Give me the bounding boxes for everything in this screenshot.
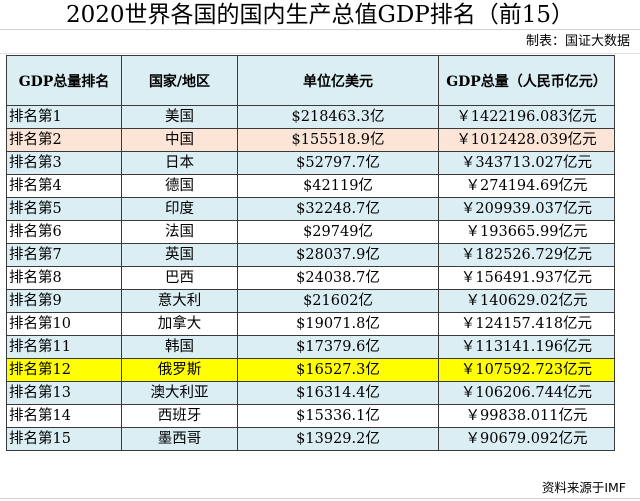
maker-note: 制表：国证大数据 (525, 34, 630, 49)
table-row: 排名第2 中国 $155518.9亿 ￥1012428.039亿元 (6, 128, 615, 152)
table-row: 排名第12 俄罗斯 $16527.3亿 ￥107592.723亿元 (6, 358, 615, 382)
table-row: 排名第13 澳大利亚 $16314.4亿 ￥106206.744亿元 (6, 381, 615, 405)
usd-cell: $17379.6亿 (237, 335, 439, 359)
usd-cell: $16314.4亿 (237, 381, 439, 405)
table-row: 排名第3 日本 $52797.7亿 ￥343713.027亿元 (6, 151, 615, 175)
usd-cell: $29749亿 (237, 220, 439, 244)
rank-cell: 排名第11 (6, 335, 122, 359)
usd-cell: $15336.1亿 (237, 404, 439, 428)
cny-cell: ￥113141.196亿元 (438, 335, 615, 359)
header-cny: GDP总量（人民币亿元） (438, 55, 615, 106)
table-row: 排名第4 德国 $42119亿 ￥274194.69亿元 (6, 174, 615, 198)
rank-cell: 排名第6 (6, 220, 122, 244)
cny-cell: ￥140629.02亿元 (438, 289, 615, 313)
table-row: 排名第15 墨西哥 $13929.2亿 ￥90679.092亿元 (6, 427, 615, 451)
cny-cell: ￥107592.723亿元 (438, 358, 615, 382)
source-note: 资料来源于IMF (541, 480, 626, 495)
table-body: 排名第1 美国 $218463.3亿 ￥1422196.083亿元 排名第2 中国 $155… (6, 105, 615, 451)
rank-cell: 排名第14 (6, 404, 122, 428)
table-row: 排名第14 西班牙 $15336.1亿 ￥99838.011亿元 (6, 404, 615, 428)
rank-cell: 排名第5 (6, 197, 122, 221)
country-cell: 中国 (121, 128, 238, 152)
table-row: 排名第9 意大利 $21602亿 ￥140629.02亿元 (6, 289, 615, 313)
usd-cell: $24038.7亿 (237, 266, 439, 290)
usd-cell: $32248.7亿 (237, 197, 439, 221)
country-cell: 西班牙 (121, 404, 238, 428)
cny-cell: ￥209939.037亿元 (438, 197, 615, 221)
table-row: 排名第1 美国 $218463.3亿 ￥1422196.083亿元 (6, 105, 615, 129)
table-row: 排名第10 加拿大 $19071.8亿 ￥124157.418亿元 (6, 312, 615, 336)
country-cell: 俄罗斯 (121, 358, 238, 382)
header-country: 国家/地区 (121, 55, 238, 106)
rank-cell: 排名第1 (6, 105, 122, 129)
table-row: 排名第7 英国 $28037.9亿 ￥182526.729亿元 (6, 243, 615, 267)
cny-cell: ￥1012428.039亿元 (438, 128, 615, 152)
rank-cell: 排名第9 (6, 289, 122, 313)
table-row: 排名第6 法国 $29749亿 ￥193665.99亿元 (6, 220, 615, 244)
country-cell: 意大利 (121, 289, 238, 313)
usd-cell: $28037.9亿 (237, 243, 439, 267)
sheet-row-divider (0, 30, 640, 54)
gdp-ranking-table: GDP总量排名 国家/地区 单位亿美元 GDP总量（人民币亿元） 排名第1 美国 $… (6, 55, 615, 451)
usd-cell: $42119亿 (237, 174, 439, 198)
country-cell: 美国 (121, 105, 238, 129)
cny-cell: ￥274194.69亿元 (438, 174, 615, 198)
usd-cell: $21602亿 (237, 289, 439, 313)
country-cell: 日本 (121, 151, 238, 175)
header-rank: GDP总量排名 (6, 55, 122, 106)
rank-cell: 排名第13 (6, 381, 122, 405)
country-cell: 法国 (121, 220, 238, 244)
usd-cell: $155518.9亿 (237, 128, 439, 152)
usd-cell: $19071.8亿 (237, 312, 439, 336)
rank-cell: 排名第2 (6, 128, 122, 152)
cny-cell: ￥193665.99亿元 (438, 220, 615, 244)
country-cell: 韩国 (121, 335, 238, 359)
rank-cell: 排名第12 (6, 358, 122, 382)
rank-cell: 排名第7 (6, 243, 122, 267)
rank-cell: 排名第10 (6, 312, 122, 336)
table-row: 排名第11 韩国 $17379.6亿 ￥113141.196亿元 (6, 335, 615, 359)
rank-cell: 排名第8 (6, 266, 122, 290)
cny-cell: ￥1422196.083亿元 (438, 105, 615, 129)
table-header-row: GDP总量排名 国家/地区 单位亿美元 GDP总量（人民币亿元） (6, 55, 615, 106)
country-cell: 澳大利亚 (121, 381, 238, 405)
cny-cell: ￥156491.937亿元 (438, 266, 615, 290)
usd-cell: $16527.3亿 (237, 358, 439, 382)
cny-cell: ￥99838.011亿元 (438, 404, 615, 428)
usd-cell: $218463.3亿 (237, 105, 439, 129)
cny-cell: ￥124157.418亿元 (438, 312, 615, 336)
table-row: 排名第5 印度 $32248.7亿 ￥209939.037亿元 (6, 197, 615, 221)
country-cell: 德国 (121, 174, 238, 198)
country-cell: 巴西 (121, 266, 238, 290)
country-cell: 印度 (121, 197, 238, 221)
usd-cell: $13929.2亿 (237, 427, 439, 451)
page-title: 2020世界各国的国内生产总值GDP排名（前15） (0, 0, 640, 30)
bottom-divider (0, 498, 640, 499)
usd-cell: $52797.7亿 (237, 151, 439, 175)
country-cell: 墨西哥 (121, 427, 238, 451)
country-cell: 加拿大 (121, 312, 238, 336)
cny-cell: ￥90679.092亿元 (438, 427, 615, 451)
table-row: 排名第8 巴西 $24038.7亿 ￥156491.937亿元 (6, 266, 615, 290)
cny-cell: ￥182526.729亿元 (438, 243, 615, 267)
header-usd: 单位亿美元 (237, 55, 439, 106)
cny-cell: ￥343713.027亿元 (438, 151, 615, 175)
country-cell: 英国 (121, 243, 238, 267)
rank-cell: 排名第4 (6, 174, 122, 198)
rank-cell: 排名第15 (6, 427, 122, 451)
rank-cell: 排名第3 (6, 151, 122, 175)
cny-cell: ￥106206.744亿元 (438, 381, 615, 405)
